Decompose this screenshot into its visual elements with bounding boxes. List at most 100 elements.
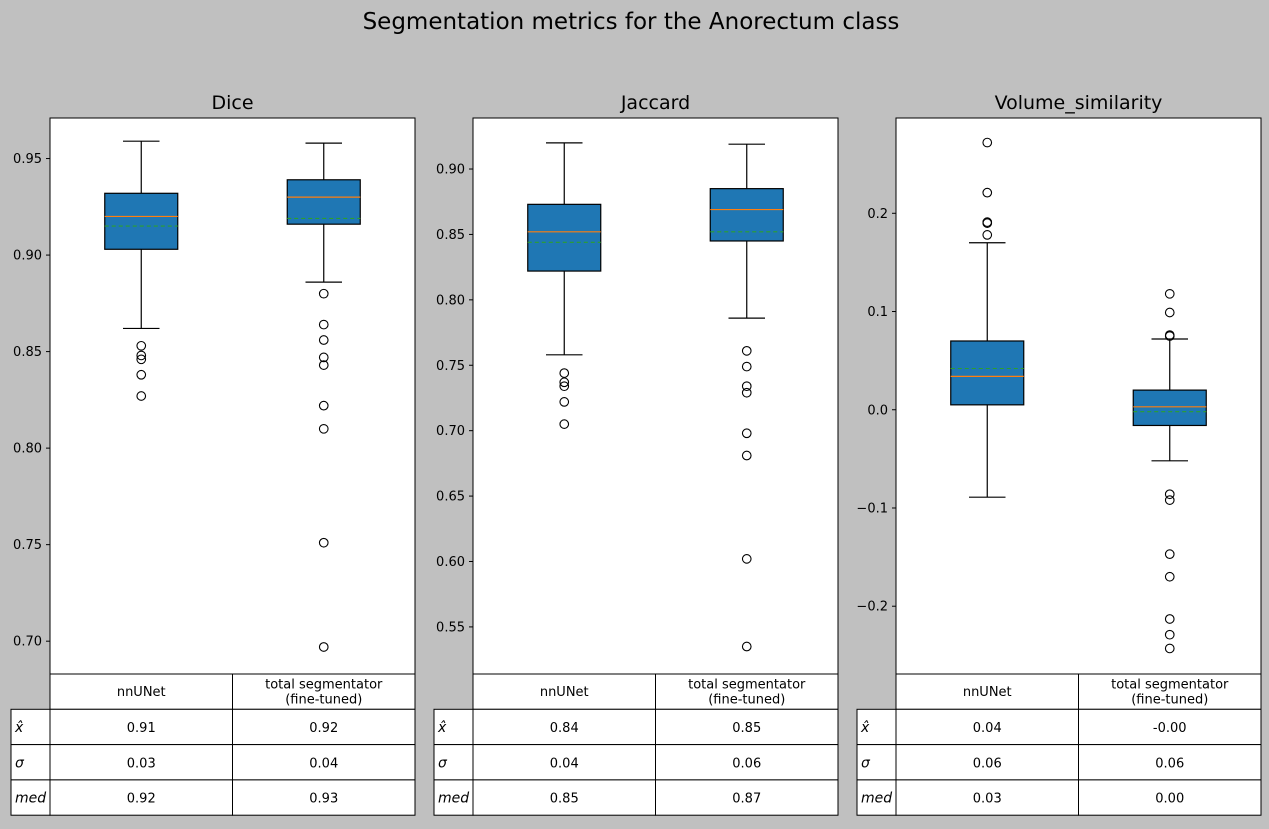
y-tick-label: 0.90 [436,163,465,178]
table-col-header-cell [1078,673,1262,710]
outlier-point [741,428,752,439]
y-tick-label: 0.70 [13,635,42,650]
y-tick-label: 0.65 [436,490,465,505]
outlier-point [982,230,993,240]
table-col-header: total segmentator (fine-tuned) [688,678,806,708]
panel-dice: Dice 0.70 0.75 0.80 0.85 0.90 0.95 nnUNet total … [10,92,416,816]
box-1 [950,137,1025,498]
outlier-point [741,361,752,372]
table-col-header-cell [655,673,839,710]
table-col-header-cell [49,673,233,710]
box-1 [527,142,602,429]
table-cell-value: 0.91 [127,721,156,736]
table-cell [655,779,839,816]
y-tick-label: 0.55 [436,620,465,635]
outlier-point [318,400,329,411]
table-cell-value: -0.00 [1153,721,1187,736]
table-cell-value: 0.04 [973,721,1002,736]
outlier-point [741,554,752,564]
table-cell [655,744,839,781]
table-row-label-cell [10,779,51,816]
outlier-point [318,352,329,363]
y-tick-label: 0.70 [436,424,465,439]
stats-table: nnUNet total segmentator (fine-tuned) x̂ 0.0… [856,673,1262,816]
box-iqr [104,192,179,250]
outlier-point [982,137,993,148]
table-cell-value: 0.04 [550,756,579,771]
table-cell-value: 0.85 [732,721,761,736]
table-cell-value: 0.03 [973,792,1002,807]
outlier-point [741,346,752,356]
table-cell [1078,779,1262,816]
table-cell-value: 0.87 [732,792,761,807]
table-cell [1078,708,1262,746]
table-cell-value: 0.06 [732,756,761,771]
table-row-label-cell [10,708,51,746]
y-tick-label: 0.75 [13,538,42,553]
table-cell [232,708,416,746]
outlier-point [136,369,147,380]
stats-table: nnUNet total segmentator (fine-tuned) x̂ 0.9… [10,673,416,816]
outlier-point [318,319,329,330]
outlier-point [1164,549,1175,560]
table-row-label-cell [856,744,897,781]
table-col-header: nnUNet [540,685,589,700]
stats-table: nnUNet total segmentator (fine-tuned) x̂ 0.8… [433,673,839,816]
table-col-header-cell [895,673,1079,710]
table-cell [232,779,416,816]
outlier-point [741,450,752,461]
outlier-point [1164,331,1175,341]
outlier-point [1164,571,1175,582]
table-cell-value: 0.04 [309,756,338,771]
table-cell [655,708,839,746]
y-tick-label: −0.2 [856,600,888,615]
outlier-point [136,354,147,365]
outlier-point [136,350,147,361]
outlier-point [559,419,570,429]
table-cell-value: 0.06 [1155,756,1184,771]
table-cell [232,744,416,781]
y-tick-label: 0.85 [436,228,465,243]
table-row-label: med [861,791,892,807]
outlier-point [982,187,993,198]
panel-jaccard: Jaccard 0.55 0.60 0.65 0.70 0.75 0.80 0.85 0.90 n… [433,92,839,816]
box-1 [104,140,179,401]
table-cell [49,744,233,781]
table-row-label: med [438,791,469,807]
box-iqr [1132,389,1207,427]
table-cell-value: 0.92 [127,792,156,807]
table-row-label-cell [856,708,897,746]
outlier-point [741,641,752,652]
table-col-header-cell [232,673,416,710]
panel-volume_similarity: Volume_similarity −0.2 −0.1 0.0 0.1 0.2 nnUNet… [856,92,1262,816]
outlier-point [1164,643,1175,654]
box-2 [1132,288,1207,654]
table-row-label: x̂ [14,720,24,736]
panel-title: Jaccard [620,92,690,114]
table-row-label: σ [15,755,25,771]
outlier-point [559,377,570,388]
y-tick-label: 0.1 [867,305,888,320]
table-cell [472,708,656,746]
outlier-point [318,288,329,299]
outlier-point [136,340,147,351]
table-row-label-cell [856,779,897,816]
table-cell [49,779,233,816]
table-col-header: total segmentator (fine-tuned) [1111,678,1229,708]
outlier-point [1164,307,1175,318]
outlier-point [1164,629,1175,640]
table-row-label: x̂ [860,720,870,736]
table-row-label: x̂ [437,720,447,736]
y-tick-label: −0.1 [856,501,888,516]
table-cell-value: 0.06 [973,756,1002,771]
y-tick-label: 0.90 [13,249,42,264]
table-cell-value: 0.84 [550,721,579,736]
table-row-label: σ [438,755,448,771]
box-iqr [286,179,361,225]
table-cell-value: 0.85 [550,792,579,807]
panel-title: Volume_similarity [995,92,1163,114]
outlier-point [741,381,752,392]
table-row-label: σ [861,755,871,771]
